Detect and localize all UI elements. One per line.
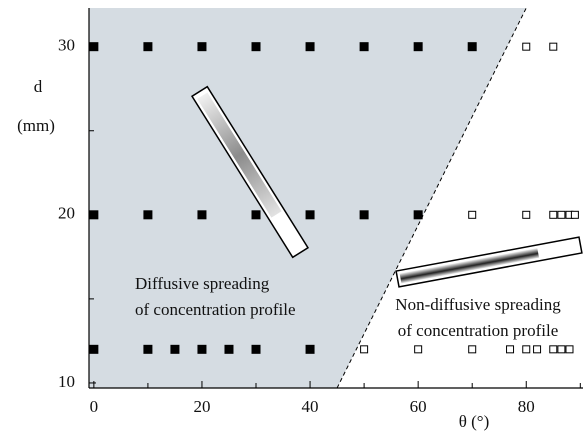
tube-image-non-diffusive	[395, 236, 583, 288]
tube-image-diffusive	[190, 85, 310, 259]
annotation: Non-diffusive spreading	[395, 295, 561, 314]
open-marker	[522, 42, 531, 51]
open-marker	[549, 210, 558, 219]
filled-marker	[197, 42, 207, 52]
filled-marker	[224, 344, 234, 354]
y-tick-label: 30	[58, 36, 75, 55]
open-marker	[557, 345, 566, 354]
filled-marker	[359, 210, 369, 220]
filled-marker	[89, 210, 99, 220]
open-marker	[414, 345, 423, 354]
open-marker	[506, 345, 515, 354]
open-marker	[549, 42, 558, 51]
filled-marker	[305, 42, 315, 52]
open-marker	[533, 345, 542, 354]
open-marker	[549, 345, 558, 354]
x-axis-label: θ (°)	[459, 412, 490, 431]
filled-marker	[251, 210, 261, 220]
filled-marker	[197, 344, 207, 354]
open-marker	[557, 210, 566, 219]
filled-marker	[143, 344, 153, 354]
open-marker	[468, 210, 477, 219]
filled-marker	[467, 42, 477, 52]
x-tick-label: 40	[302, 397, 319, 416]
filled-marker	[143, 42, 153, 52]
open-marker	[522, 345, 531, 354]
x-tick-label: 60	[410, 397, 427, 416]
filled-marker	[413, 210, 423, 220]
y-axis-label: (mm)	[17, 116, 55, 135]
filled-marker	[413, 42, 423, 52]
y-axis-label: d	[34, 77, 43, 96]
filled-marker	[251, 42, 261, 52]
x-tick-label: 80	[518, 397, 535, 416]
foreground-layer: 10 20 30 0 20 40 60 80 θ (°) d (mm) Diffusive sprea…	[17, 8, 583, 431]
boundary-line	[336, 7, 527, 389]
annotation: Diffusive spreading	[135, 274, 270, 293]
filled-marker	[89, 42, 99, 52]
filled-marker	[197, 210, 207, 220]
filled-marker	[170, 344, 180, 354]
filled-marker	[89, 344, 99, 354]
x-tick-label: 20	[193, 397, 210, 416]
y-tick-label: 20	[58, 204, 75, 223]
annotation: of concentration profile	[398, 321, 559, 340]
open-marker	[360, 345, 369, 354]
y-tick-label: 10	[58, 372, 75, 391]
filled-marker	[305, 210, 315, 220]
open-marker	[570, 210, 579, 219]
open-marker	[565, 345, 574, 354]
x-tick-label: 0	[90, 397, 99, 416]
open-marker	[468, 345, 477, 354]
filled-marker	[305, 344, 315, 354]
annotation: of concentration profile	[135, 300, 296, 319]
open-marker	[522, 210, 531, 219]
filled-marker	[143, 210, 153, 220]
filled-marker	[251, 344, 261, 354]
filled-marker	[359, 42, 369, 52]
